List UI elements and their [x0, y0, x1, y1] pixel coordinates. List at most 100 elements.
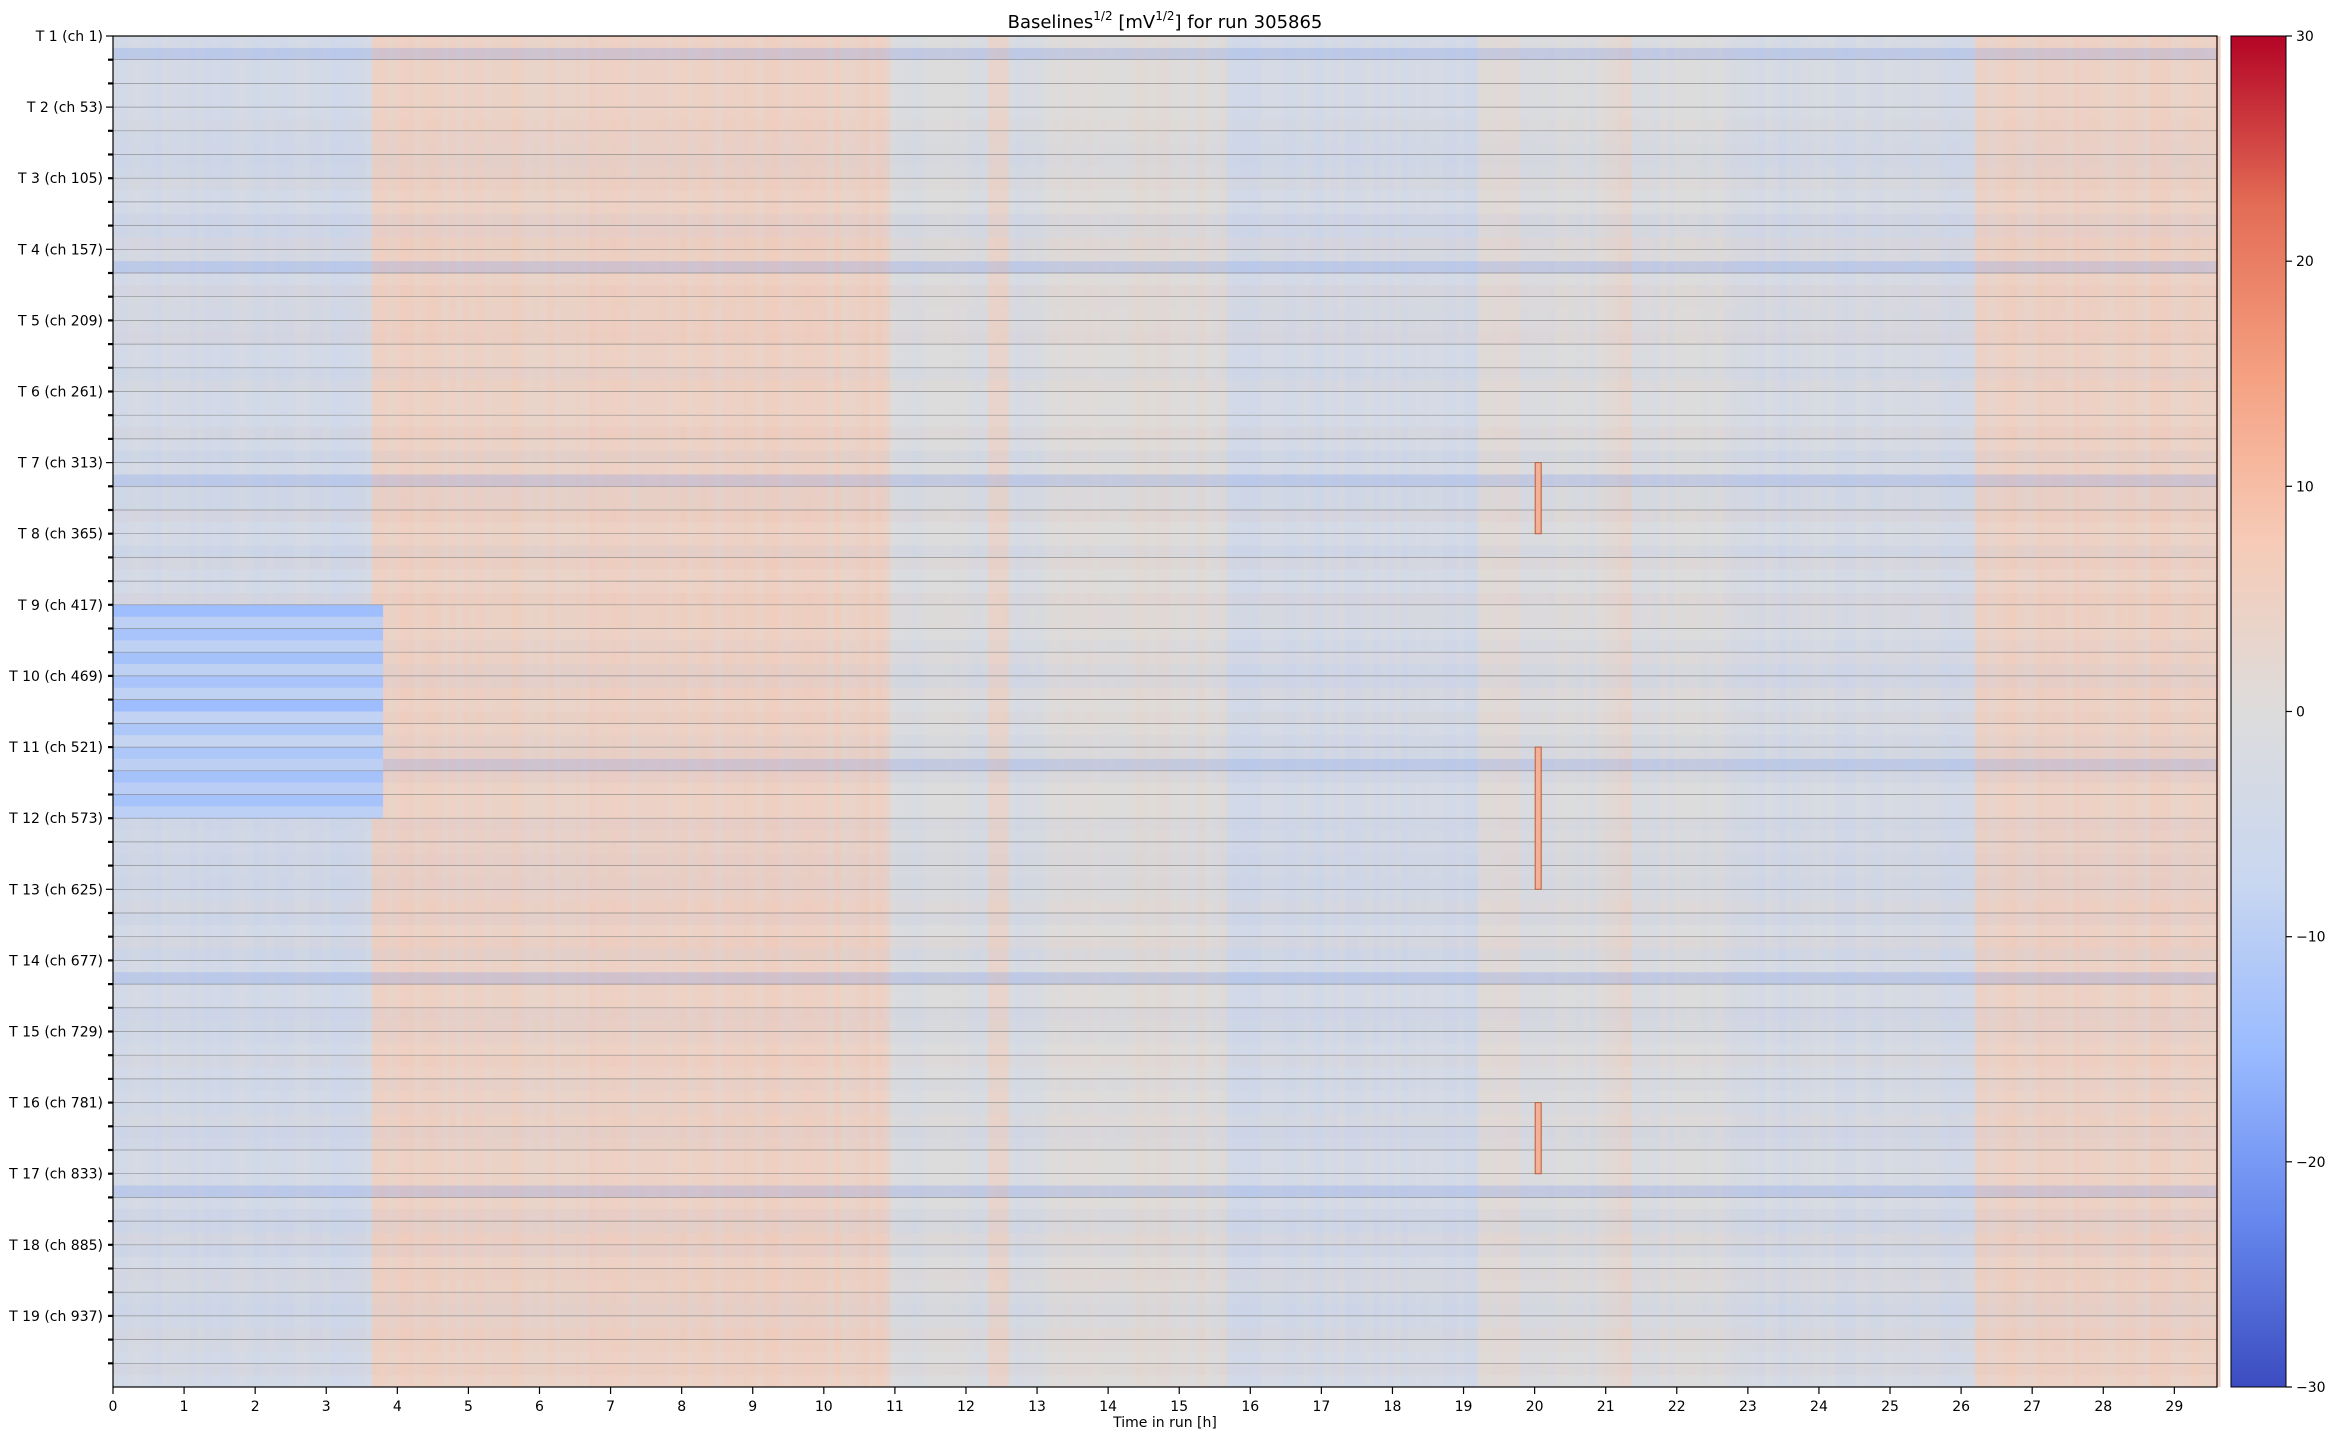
channel-band: [113, 450, 2217, 463]
cold-block-cell: [113, 675, 384, 689]
colorbar-tick-label: 0: [2296, 705, 2305, 721]
x-tick-label: 6: [535, 1399, 544, 1415]
heatmap-column: [1240, 36, 1248, 1387]
heatmap-column: [1709, 36, 1717, 1387]
heatmap-column: [2143, 36, 2151, 1387]
heatmap-column: [1254, 36, 1262, 1387]
heatmap-column: [1947, 36, 1955, 1387]
heatmap-column: [610, 36, 618, 1387]
heatmap-column: [2171, 36, 2179, 1387]
heatmap-column: [1191, 36, 1199, 1387]
channel-band: [113, 675, 2217, 688]
channel-band: [113, 1268, 2217, 1281]
heatmap-column: [2178, 36, 2186, 1387]
channel-band: [113, 226, 2217, 238]
y-tick-label: T 8 (ch 365): [17, 527, 103, 543]
heatmap-column: [820, 36, 828, 1387]
channel-band: [113, 154, 2217, 167]
heatmap-column: [925, 36, 933, 1387]
heatmap-column: [883, 36, 891, 1387]
heatmap-column: [1625, 36, 1633, 1387]
heatmap-column: [1226, 36, 1234, 1387]
colorbar-tick-label: −20: [2296, 1155, 2326, 1171]
channel-band: [113, 1007, 2217, 1020]
heatmap-column: [1821, 36, 1829, 1387]
x-tick-label: 4: [393, 1399, 402, 1415]
heatmap-column: [1499, 36, 1507, 1387]
x-tick-label: 14: [1099, 1399, 1117, 1415]
y-tick-label: T 10 (ch 469): [8, 669, 103, 685]
x-tick-label: 9: [748, 1399, 757, 1415]
heatmap-column: [2122, 36, 2130, 1387]
heatmap-column: [1989, 36, 1997, 1387]
heatmap-column: [1457, 36, 1465, 1387]
heatmap-column: [764, 36, 772, 1387]
x-tick-label: 12: [957, 1399, 975, 1415]
heatmap-column: [1639, 36, 1647, 1387]
heatmap-column: [1198, 36, 1206, 1387]
channel-band: [113, 297, 2217, 309]
heatmap-column: [869, 36, 877, 1387]
heatmap-column: [1513, 36, 1521, 1387]
heatmap-column: [435, 36, 443, 1387]
x-tick-label: 23: [1739, 1399, 1757, 1415]
heatmap-column: [1149, 36, 1157, 1387]
heatmap-column: [386, 36, 394, 1387]
colorbar-tick-label: 20: [2296, 254, 2314, 270]
heatmap-column: [1121, 36, 1129, 1387]
heatmap-column: [1443, 36, 1451, 1387]
channel-band: [113, 486, 2217, 498]
heatmap-column: [1415, 36, 1423, 1387]
heatmap-column: [1086, 36, 1094, 1387]
hot-pixel-stripe: [1534, 462, 1542, 535]
cold-block-cell: [113, 782, 384, 795]
heatmap-column: [2185, 36, 2193, 1387]
x-tick-label: 18: [1384, 1399, 1402, 1415]
x-tick-label: 1: [180, 1399, 189, 1415]
heatmap-column: [400, 36, 408, 1387]
channel-band: [113, 320, 2217, 332]
heatmap-cells: [113, 36, 2221, 1387]
heatmap-column: [1506, 36, 1514, 1387]
heatmap-column: [2038, 36, 2046, 1387]
colorbar-tick-label: −10: [2296, 930, 2326, 946]
heatmap-column: [1275, 36, 1283, 1387]
heatmap-column: [1681, 36, 1689, 1387]
x-tick-label: 21: [1597, 1399, 1615, 1415]
heatmap-column: [967, 36, 975, 1387]
heatmap-column: [1023, 36, 1031, 1387]
x-tick-label: 10: [815, 1399, 833, 1415]
heatmap-column: [624, 36, 632, 1387]
channel-band: [113, 842, 2217, 854]
channel-band: [113, 309, 2217, 321]
channel-band: [113, 284, 2217, 297]
heatmap-column: [1723, 36, 1731, 1387]
heatmap-column: [1576, 36, 1584, 1387]
x-tick-label: 13: [1028, 1399, 1046, 1415]
y-tick-label: T 9 (ch 417): [17, 598, 103, 614]
heatmap-column: [659, 36, 667, 1387]
heatmap-column: [694, 36, 702, 1387]
heatmap-column: [1345, 36, 1353, 1387]
colorbar-tick-label: 10: [2296, 479, 2314, 495]
y-tick-label: T 19 (ch 937): [8, 1309, 103, 1325]
cold-block-cell: [113, 616, 384, 630]
heatmap-column: [2066, 36, 2074, 1387]
heatmap-column: [2003, 36, 2011, 1387]
heatmap-column: [1317, 36, 1325, 1387]
heatmap-column: [680, 36, 688, 1387]
heatmap-column: [1961, 36, 1969, 1387]
heatmap-column: [1807, 36, 1815, 1387]
heatmap-column: [1450, 36, 1458, 1387]
heatmap-column: [918, 36, 926, 1387]
x-tick-label: 25: [1881, 1399, 1899, 1415]
heatmap-column: [673, 36, 681, 1387]
hot-pixel-stripes: [1534, 462, 1542, 1175]
heatmap-column: [1128, 36, 1136, 1387]
y-tick-label: T 18 (ch 885): [8, 1238, 103, 1254]
heatmap-column: [736, 36, 744, 1387]
channel-band: [113, 1327, 2217, 1340]
channel-band: [113, 664, 2217, 676]
colorbar-tick-label: 30: [2296, 29, 2314, 45]
heatmap-column: [1905, 36, 1913, 1387]
